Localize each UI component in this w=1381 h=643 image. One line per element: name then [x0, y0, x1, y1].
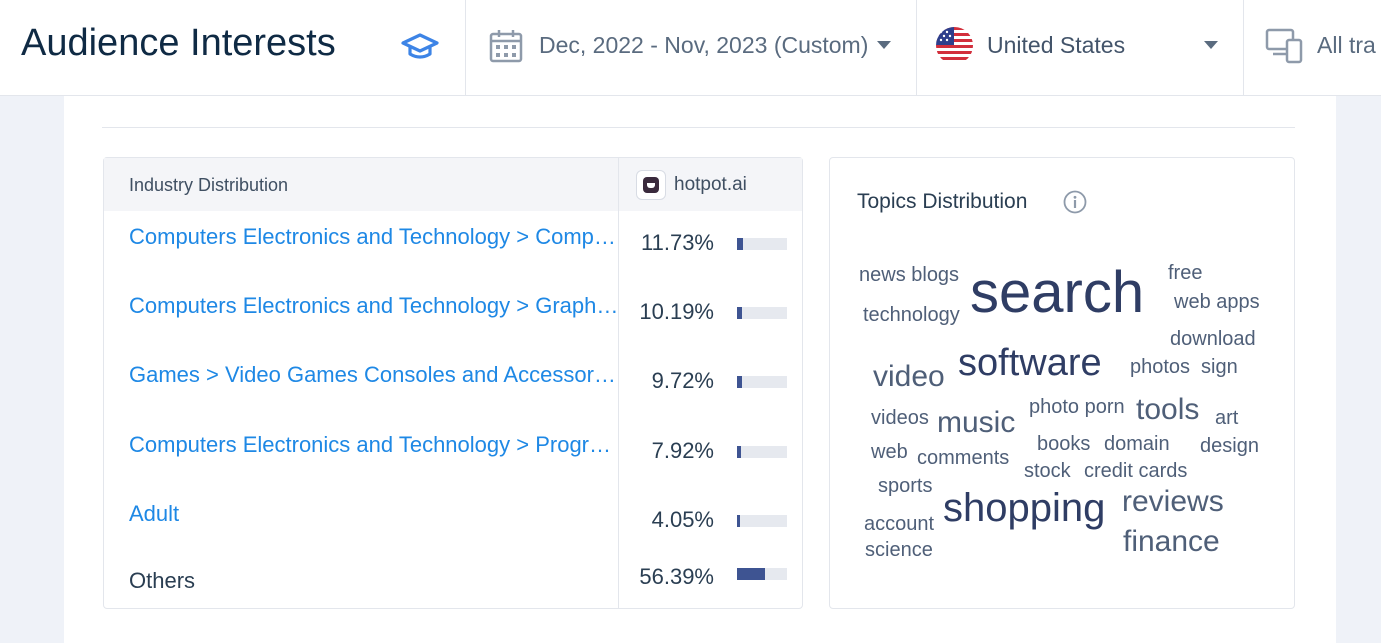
share-bar-fill: [737, 515, 740, 527]
topic-word: stock: [1024, 460, 1071, 482]
share-bar: [737, 446, 787, 458]
chevron-down-icon: [1204, 41, 1218, 49]
topic-word: software: [958, 342, 1102, 384]
share-bar-fill: [737, 568, 765, 580]
table-header: Industry Distribution hotpot.ai: [104, 158, 802, 211]
info-icon[interactable]: [1063, 190, 1087, 214]
section-divider: [102, 127, 1295, 128]
topic-word: news blogs: [859, 264, 960, 286]
topic-word: art: [1215, 407, 1239, 429]
topic-word: credit cards: [1084, 460, 1188, 482]
chevron-down-icon: [877, 41, 891, 49]
industry-percentage: 7.92%: [651, 438, 714, 463]
table-row: Games > Video Games Consoles and Accesso…: [104, 362, 802, 428]
topic-word: finance: [1123, 525, 1220, 558]
topic-word: web apps: [1174, 291, 1260, 313]
share-bar-fill: [737, 446, 741, 458]
share-bar: [737, 307, 787, 319]
devices-icon: [1265, 28, 1303, 64]
topic-word: sports: [878, 475, 933, 497]
topic-word: books: [1037, 433, 1091, 455]
topic-word: videos: [871, 407, 929, 429]
date-range-label: Dec, 2022 - Nov, 2023 (Custom): [539, 32, 869, 58]
table-row: Adult 4.05%: [104, 501, 802, 567]
share-bar: [737, 515, 787, 527]
industry-percentage: 11.73%: [641, 230, 714, 255]
industry-percentage: 56.39%: [639, 564, 714, 589]
traffic-label: All tra: [1317, 32, 1376, 58]
topic-word: science: [865, 539, 933, 561]
industry-percentage: 10.19%: [639, 299, 714, 324]
page-header: Audience Interests Dec, 2022 - Nov, 2023…: [0, 0, 1381, 96]
topic-word: video: [873, 360, 945, 393]
share-bar-fill: [737, 307, 742, 319]
topic-word: sign: [1201, 356, 1238, 378]
share-bar: [737, 568, 787, 580]
graduation-cap-icon[interactable]: [400, 28, 440, 64]
topic-word: comments: [917, 447, 1010, 469]
topic-word: photos: [1130, 356, 1191, 378]
header-divider: [916, 0, 917, 96]
topic-word: reviews: [1122, 485, 1224, 518]
share-bar-fill: [737, 238, 743, 250]
topic-word: design: [1200, 435, 1259, 457]
table-row: Computers Electronics and Technology > C…: [104, 224, 802, 290]
industry-category-others: Others: [129, 568, 196, 593]
calendar-icon: [489, 30, 523, 63]
topic-word: photo porn: [1029, 396, 1125, 418]
table-row: Computers Electronics and Technology > G…: [104, 293, 802, 359]
share-bar: [737, 376, 787, 388]
header-divider: [1243, 0, 1244, 96]
industry-category-link[interactable]: Adult: [129, 501, 180, 526]
industry-category-link[interactable]: Computers Electronics and Technology > C…: [129, 224, 619, 249]
share-bar-fill: [737, 376, 742, 388]
column-header-site: hotpot.ai: [674, 174, 747, 195]
topic-word: download: [1170, 328, 1256, 350]
topic-word: web: [871, 441, 908, 463]
topic-word: search: [970, 260, 1145, 325]
site-favicon: [636, 170, 666, 200]
topic-word: shopping: [943, 486, 1106, 530]
table-row: Computers Electronics and Technology > P…: [104, 432, 802, 498]
industry-percentage: 4.05%: [651, 507, 714, 532]
share-bar: [737, 238, 787, 250]
us-flag-icon: [936, 27, 973, 64]
table-row: Others 56.39%: [104, 564, 802, 636]
column-divider: [618, 158, 619, 608]
topic-word: account: [864, 513, 935, 535]
industry-category-link[interactable]: Computers Electronics and Technology > P…: [129, 432, 619, 457]
topics-card: Topics Distribution news blogs search fr…: [829, 157, 1295, 609]
industry-category-link[interactable]: Games > Video Games Consoles and Accesso…: [129, 362, 619, 387]
topics-title: Topics Distribution: [857, 190, 1028, 213]
topic-word: free: [1168, 262, 1203, 284]
column-header-industry: Industry Distribution: [129, 175, 289, 195]
industry-table: Industry Distribution hotpot.ai Computer…: [103, 157, 803, 609]
topic-word: technology: [863, 304, 960, 326]
industry-category-link[interactable]: Computers Electronics and Technology > G…: [129, 293, 619, 318]
page-title: Audience Interests: [21, 22, 336, 64]
industry-percentage: 9.72%: [651, 368, 714, 393]
country-label: United States: [987, 32, 1126, 58]
topic-word: domain: [1104, 433, 1170, 455]
topic-word: tools: [1136, 393, 1200, 426]
topic-word: music: [937, 406, 1016, 439]
header-divider: [465, 0, 466, 96]
